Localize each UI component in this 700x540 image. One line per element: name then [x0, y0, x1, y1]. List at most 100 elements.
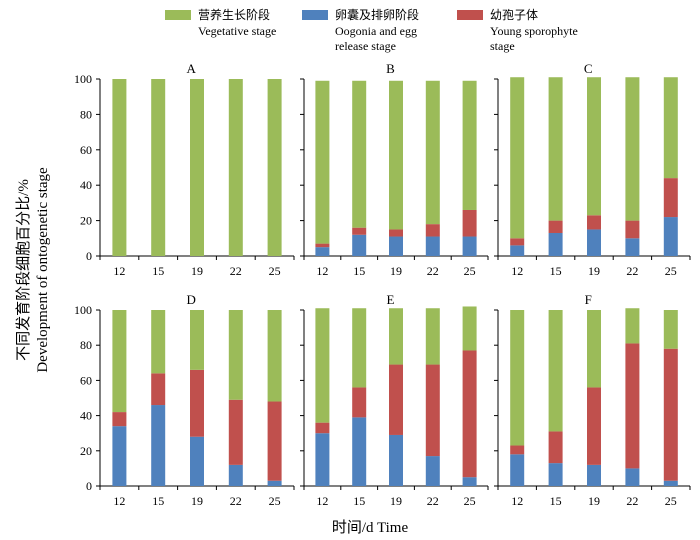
x-tick-label: 12 — [511, 264, 523, 278]
bar-oogonia — [462, 477, 477, 486]
bar-vegetative — [510, 77, 525, 239]
bar-vegetative — [625, 77, 640, 221]
bar-oogonia — [625, 468, 640, 486]
y-tick-label: 60 — [80, 143, 92, 157]
bar-oogonia — [315, 433, 330, 486]
bar-vegetative — [663, 310, 678, 349]
x-tick-label: 25 — [269, 264, 281, 278]
x-tick-label: 22 — [230, 264, 242, 278]
legend-label-english: release stage — [335, 39, 396, 53]
bar-oogonia — [663, 480, 678, 486]
bar-vegetative — [190, 79, 204, 256]
bar-vegetative — [151, 310, 166, 374]
x-tick-label: 19 — [191, 264, 203, 278]
panel-label: C — [584, 61, 593, 76]
bar-oogonia — [663, 217, 678, 256]
bar-vegetative — [112, 79, 127, 256]
bar-vegetative — [352, 308, 367, 388]
x-tick-label: 15 — [353, 264, 365, 278]
x-tick-label: 12 — [316, 494, 328, 508]
x-tick-label: 15 — [152, 264, 164, 278]
bar-young — [315, 243, 330, 248]
bar-vegetative — [625, 308, 640, 344]
bar-oogonia — [389, 236, 403, 256]
panel-f: 12 15 19 22 25 F — [494, 292, 691, 508]
bar-young — [389, 364, 403, 435]
y-tick-label: 80 — [80, 107, 92, 121]
panel-e: 12 15 19 22 25 E — [300, 292, 489, 508]
y-tick-label: 40 — [80, 409, 92, 423]
legend: 营养生长阶段 Vegetative stage 卵囊及排卵阶段 Oogonia and… — [165, 7, 578, 53]
y-axis-label-english: Development of ontogenetic stage — [35, 167, 51, 373]
bar-vegetative — [315, 308, 330, 423]
bar-oogonia — [112, 426, 127, 486]
bar-young — [462, 209, 477, 237]
legend-label-chinese: 幼孢子体 — [490, 8, 538, 22]
y-tick-label: 100 — [74, 72, 92, 86]
panel-d: 0 20 40 60 80 100 12 15 19 22 25 D — [74, 292, 295, 508]
bar-vegetative — [389, 80, 403, 230]
bar-vegetative — [267, 310, 282, 402]
bar-young — [151, 373, 166, 406]
bar-oogonia — [352, 417, 367, 486]
bar-oogonia — [587, 229, 601, 256]
bar-oogonia — [425, 236, 440, 256]
bar-vegetative — [548, 310, 563, 432]
legend-label-english: stage — [490, 39, 515, 53]
bar-young — [228, 399, 243, 465]
x-tick-label: 25 — [464, 494, 476, 508]
bar-young — [352, 227, 367, 235]
x-tick-label: 12 — [316, 264, 328, 278]
bar-young — [389, 229, 403, 237]
bar-oogonia — [267, 480, 282, 486]
x-tick-label: 15 — [152, 494, 164, 508]
bar-vegetative — [315, 80, 330, 244]
bar-vegetative — [425, 80, 440, 225]
x-tick-label: 25 — [464, 264, 476, 278]
x-tick-label: 12 — [113, 494, 125, 508]
bar-oogonia — [462, 236, 477, 256]
legend-item: 营养生长阶段 Vegetative stage — [165, 7, 276, 38]
bar-young — [548, 431, 563, 464]
x-tick-label: 22 — [427, 264, 439, 278]
bar-vegetative — [663, 77, 678, 179]
x-tick-label: 19 — [390, 494, 402, 508]
legend-label-english: Young sporophyte — [490, 24, 578, 38]
legend-label-chinese: 营养生长阶段 — [198, 7, 270, 22]
y-axis-label-chinese: 不同发育阶段细胞百分比/% — [15, 179, 32, 361]
y-tick-label: 20 — [80, 214, 92, 228]
bar-young — [663, 348, 678, 481]
bar-vegetative — [228, 310, 243, 400]
panel-label: F — [585, 292, 592, 307]
bar-oogonia — [389, 434, 403, 486]
x-axis-label: 时间/d Time — [332, 519, 409, 536]
bar-oogonia — [425, 456, 440, 486]
bar-vegetative — [510, 310, 525, 446]
x-tick-label: 25 — [665, 494, 677, 508]
bar-vegetative — [425, 308, 440, 365]
bar-young — [352, 387, 367, 418]
y-tick-label: 20 — [80, 444, 92, 458]
bar-young — [548, 220, 563, 233]
legend-label-english: Vegetative stage — [198, 24, 276, 38]
bar-vegetative — [462, 306, 477, 351]
legend-swatch — [457, 10, 483, 20]
bar-oogonia — [548, 463, 563, 486]
bar-oogonia — [587, 464, 601, 486]
bar-young — [425, 364, 440, 457]
bar-vegetative — [228, 79, 243, 256]
bar-young — [267, 401, 282, 481]
bar-vegetative — [112, 310, 127, 413]
bar-oogonia — [228, 464, 243, 486]
panel-label: A — [186, 61, 196, 76]
bar-vegetative — [389, 308, 403, 365]
y-tick-label: 80 — [80, 338, 92, 352]
bar-young — [190, 369, 204, 437]
panel-b: 12 15 19 22 25 B — [300, 61, 489, 278]
legend-swatch — [302, 10, 328, 20]
chart-panels: 0 20 40 60 80 100 12 15 19 22 25 A 12 15 19 22 25 B 12 15 19… — [74, 61, 691, 508]
y-tick-label: 0 — [86, 479, 92, 493]
x-tick-label: 22 — [427, 494, 439, 508]
